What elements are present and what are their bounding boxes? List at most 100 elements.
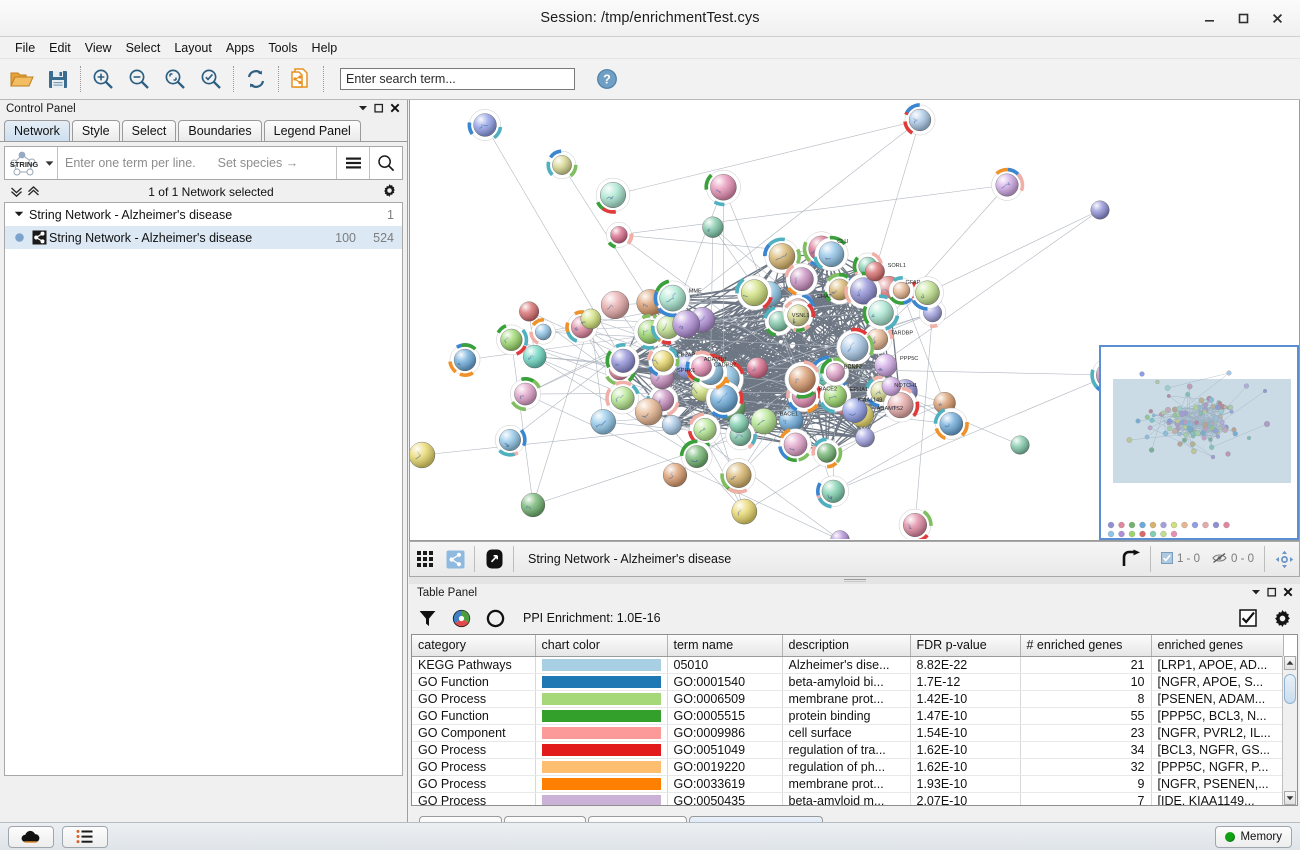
menu-select[interactable]: Select [125,40,161,55]
network-node[interactable] [778,407,804,433]
control-panel-float-icon[interactable] [371,103,387,116]
table-row[interactable]: GO Process GO:0051049 regulation of tra...… [412,741,1284,759]
save-session-icon[interactable] [40,62,76,96]
table-row[interactable]: GO Function GO:0001540 beta-amyloid bi... 1… [412,673,1284,691]
string-query-input[interactable]: Enter one term per line. Set species → [58,147,336,179]
network-node[interactable] [702,216,724,238]
table-row[interactable]: KEGG Pathways 05010 Alzheimer's dise... 8.8… [412,656,1284,674]
hamburger-icon[interactable] [337,147,369,179]
table-vertical-scrollbar[interactable] [1282,656,1297,805]
network-node[interactable] [813,235,849,272]
network-node[interactable] [816,475,849,509]
network-node[interactable] [520,492,546,518]
table-panel-dropdown-icon[interactable] [1248,588,1264,599]
tab-select[interactable]: Select [121,120,177,141]
menu-layout[interactable]: Layout [174,40,212,55]
table-row[interactable]: GO Process GO:0006509 membrane prot... 1.42… [412,690,1284,708]
menu-file[interactable]: File [15,40,36,55]
network-node[interactable] [590,409,616,435]
fit-content-icon[interactable] [1269,546,1299,572]
network-node[interactable] [509,377,541,412]
scroll-down-arrow-icon[interactable] [1284,791,1296,805]
search-input[interactable]: Enter search term... [340,68,575,90]
help-icon[interactable]: ? [589,62,625,96]
network-node[interactable] [705,379,744,419]
birds-eye-navigator[interactable] [1099,345,1299,540]
memory-status-button[interactable]: Memory [1215,825,1292,848]
network-node[interactable] [862,294,900,331]
string-species-dropdown-icon[interactable] [45,147,57,179]
network-node[interactable] [746,357,768,379]
network-node[interactable] [662,462,688,488]
column-header-category[interactable]: category [412,635,536,657]
network-node[interactable] [496,324,529,356]
toggle-detail-icon[interactable] [479,546,509,572]
gear-icon[interactable] [382,183,397,201]
network-node[interactable] [903,103,936,136]
network-node[interactable] [605,343,640,378]
column-header-fdr-p-value[interactable]: FDR p-value [910,635,1021,657]
network-node[interactable] [646,346,680,377]
network-node[interactable] [679,439,713,473]
column-header-term-name[interactable]: term name [667,635,783,657]
network-node[interactable] [467,109,503,141]
table-scroll-thumb[interactable] [1284,674,1296,704]
network-node[interactable] [823,272,857,305]
network-node[interactable] [580,308,602,330]
gear-icon[interactable] [1270,606,1294,630]
network-node[interactable] [819,379,852,414]
menu-edit[interactable]: Edit [49,40,71,55]
network-node[interactable] [728,413,749,434]
network-node[interactable] [830,530,850,539]
network-node[interactable] [1090,200,1110,220]
network-node[interactable] [991,167,1025,201]
network-node[interactable] [529,318,556,345]
network-node[interactable] [546,149,578,180]
menu-apps[interactable]: Apps [225,40,255,55]
column-header-enriched-genes[interactable]: enriched genes [1151,635,1284,657]
network-view-canvas[interactable]: VSNL1 ADAMTS2 CLU BDNF GFAP CHAT TARDBP BACE1 BA… [409,100,1300,541]
network-node[interactable] [784,360,820,399]
column-header-description[interactable]: description [782,635,911,657]
network-node[interactable] [842,397,868,423]
birds-eye-viewport-rect[interactable] [1113,379,1291,483]
column-header-enriched-count[interactable]: # enriched genes [1020,635,1152,657]
table-panel-float-icon[interactable] [1264,587,1280,600]
network-node[interactable] [494,424,527,457]
network-node[interactable] [855,427,875,448]
search-icon[interactable] [370,147,402,179]
network-tree-child-row[interactable]: String Network - Alzheimer's disease 100… [5,226,402,249]
cloud-icon[interactable] [8,825,54,848]
column-header-chart-color[interactable]: chart color [535,635,668,657]
table-row[interactable]: GO Process GO:0033619 membrane prot... 1.93… [412,775,1284,793]
checkbox-checked-icon[interactable] [1236,606,1260,630]
scroll-up-arrow-icon[interactable] [1284,656,1296,670]
tab-style[interactable]: Style [71,120,120,141]
network-node[interactable] [731,498,758,525]
table-panel-close-icon[interactable] [1280,587,1296,600]
network-node[interactable] [883,386,920,423]
panel-splitter[interactable] [409,577,1300,584]
share-network-icon[interactable] [440,546,470,572]
menu-view[interactable]: View [84,40,112,55]
network-node[interactable] [836,327,875,366]
network-node[interactable] [778,428,812,463]
control-panel-close-icon[interactable] [387,103,403,116]
donut-chart-icon[interactable] [483,606,507,630]
network-node[interactable] [783,300,815,333]
table-row[interactable]: GO Function GO:0005515 protein binding 1.47… [412,707,1284,725]
network-tree-root-row[interactable]: String Network - Alzheimer's disease 1 [5,203,402,226]
network-node[interactable] [600,290,630,320]
tab-boundaries[interactable]: Boundaries [178,120,262,141]
zoom-fit-icon[interactable] [157,62,193,96]
zoom-in-icon[interactable] [85,62,121,96]
table-row[interactable]: GO Process GO:0019220 regulation of ph... 1… [412,758,1284,776]
color-palette-icon[interactable] [449,606,473,630]
enrichment-table[interactable]: category chart color term name descripti… [411,634,1298,806]
table-row[interactable]: GO Component GO:0009986 cell surface 1.54E-… [412,724,1284,742]
control-panel-dropdown-icon[interactable] [355,104,371,115]
menu-tools[interactable]: Tools [268,40,298,55]
grid-layout-icon[interactable] [410,546,440,572]
export-network-icon[interactable] [283,62,319,96]
network-node[interactable] [763,237,801,274]
